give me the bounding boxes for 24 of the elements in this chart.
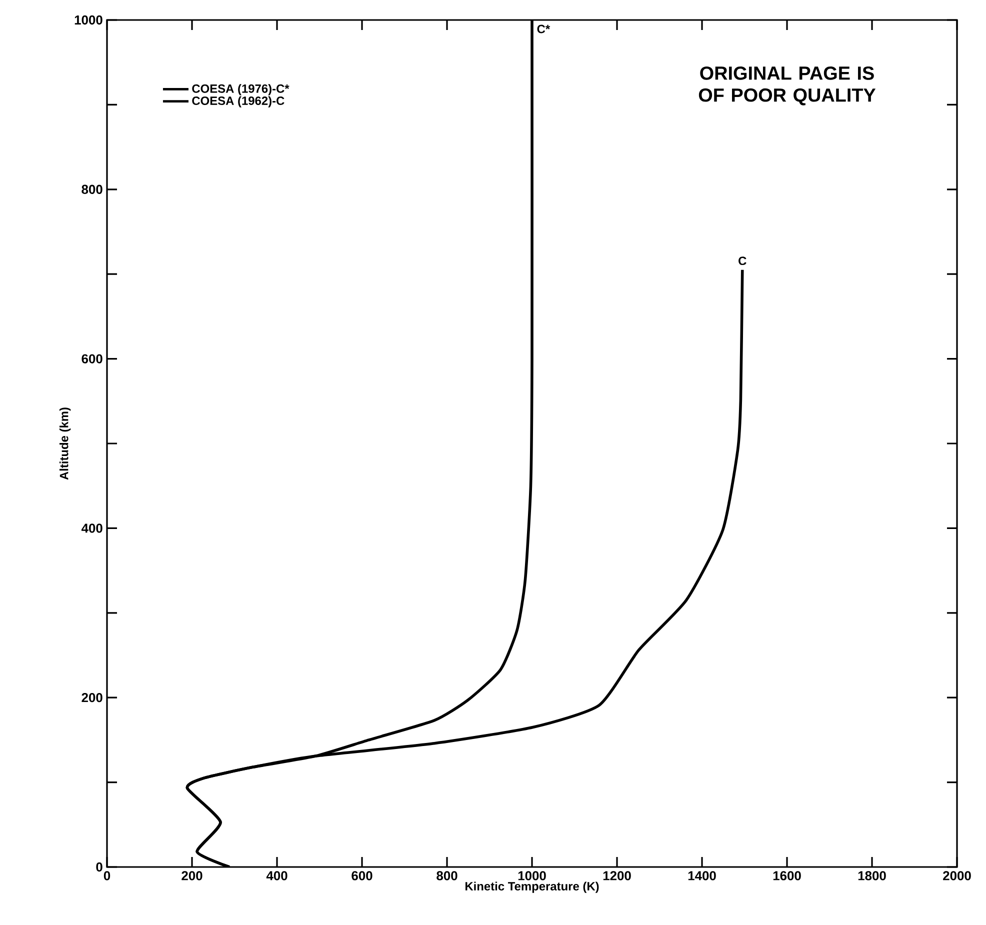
legend-label: COESA (1976)-C* — [192, 84, 290, 96]
annotation: ORIGINAL PAGE IS OF POOR QUALITY — [698, 66, 876, 106]
y-axis-title: Altitude (km) — [59, 408, 71, 480]
y-tick-label: 0 — [96, 862, 102, 872]
y-tick-label: 200 — [82, 693, 102, 702]
x-tick-label: 1200 — [603, 871, 631, 880]
x-tick-label: 600 — [352, 871, 372, 880]
x-tick-label: 0 — [104, 871, 110, 880]
x-tick-label: 400 — [266, 871, 288, 880]
x-axis-title: Kinetic Temperature (K) — [465, 882, 599, 893]
annotation: C — [738, 256, 746, 266]
legend-label: COESA (1962)-C — [192, 96, 284, 108]
y-tick-label: 400 — [81, 524, 102, 533]
y-tick-label: 800 — [82, 184, 102, 194]
x-tick-label: 800 — [436, 871, 458, 880]
x-tick-label: 1400 — [688, 871, 716, 880]
x-tick-label: 1000 — [518, 871, 546, 880]
y-tick-label: 600 — [82, 354, 102, 364]
x-tick-label: 1600 — [773, 871, 801, 880]
x-tick-label: 2000 — [943, 871, 971, 880]
annotation: C* — [537, 24, 550, 34]
x-tick-label: 1800 — [858, 871, 886, 880]
x-tick-label: 200 — [182, 871, 202, 880]
y-tick-label: 1000 — [74, 15, 102, 25]
